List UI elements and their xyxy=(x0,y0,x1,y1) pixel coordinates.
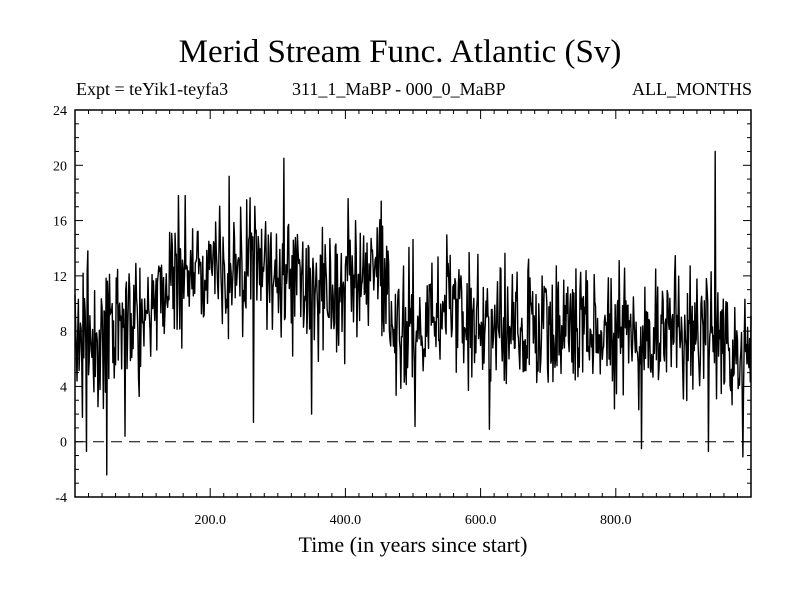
months-label: ALL_MONTHS xyxy=(632,79,752,99)
y-tick-label: -4 xyxy=(55,491,67,506)
experiment-label: Expt = teYik1-teyfa3 xyxy=(76,79,229,99)
x-tick-label: 400.0 xyxy=(330,513,362,528)
y-tick-label: 16 xyxy=(53,215,67,230)
y-tick-label: 8 xyxy=(60,325,67,340)
y-tick-label: 12 xyxy=(53,270,67,285)
time-range-label: 311_1_MaBP - 000_0_MaBP xyxy=(292,79,506,99)
tick-labels: -4 0 4 8 12 16 20 24 200.0 400.0 600.0 800.0 xyxy=(53,104,632,528)
chart-title: Merid Stream Func. Atlantic (Sv) xyxy=(178,34,622,70)
x-tick-label: 600.0 xyxy=(465,513,497,528)
series-line xyxy=(74,150,752,476)
y-tick-label: 0 xyxy=(60,436,67,451)
y-tick-label: 24 xyxy=(53,104,67,119)
y-tick-label: 20 xyxy=(53,159,67,174)
x-tick-label: 200.0 xyxy=(194,513,226,528)
x-axis-label: Time (in years since start) xyxy=(298,532,528,557)
y-tick-label: 4 xyxy=(60,380,67,395)
plot-frame xyxy=(74,109,752,498)
x-tick-label: 800.0 xyxy=(600,513,632,528)
